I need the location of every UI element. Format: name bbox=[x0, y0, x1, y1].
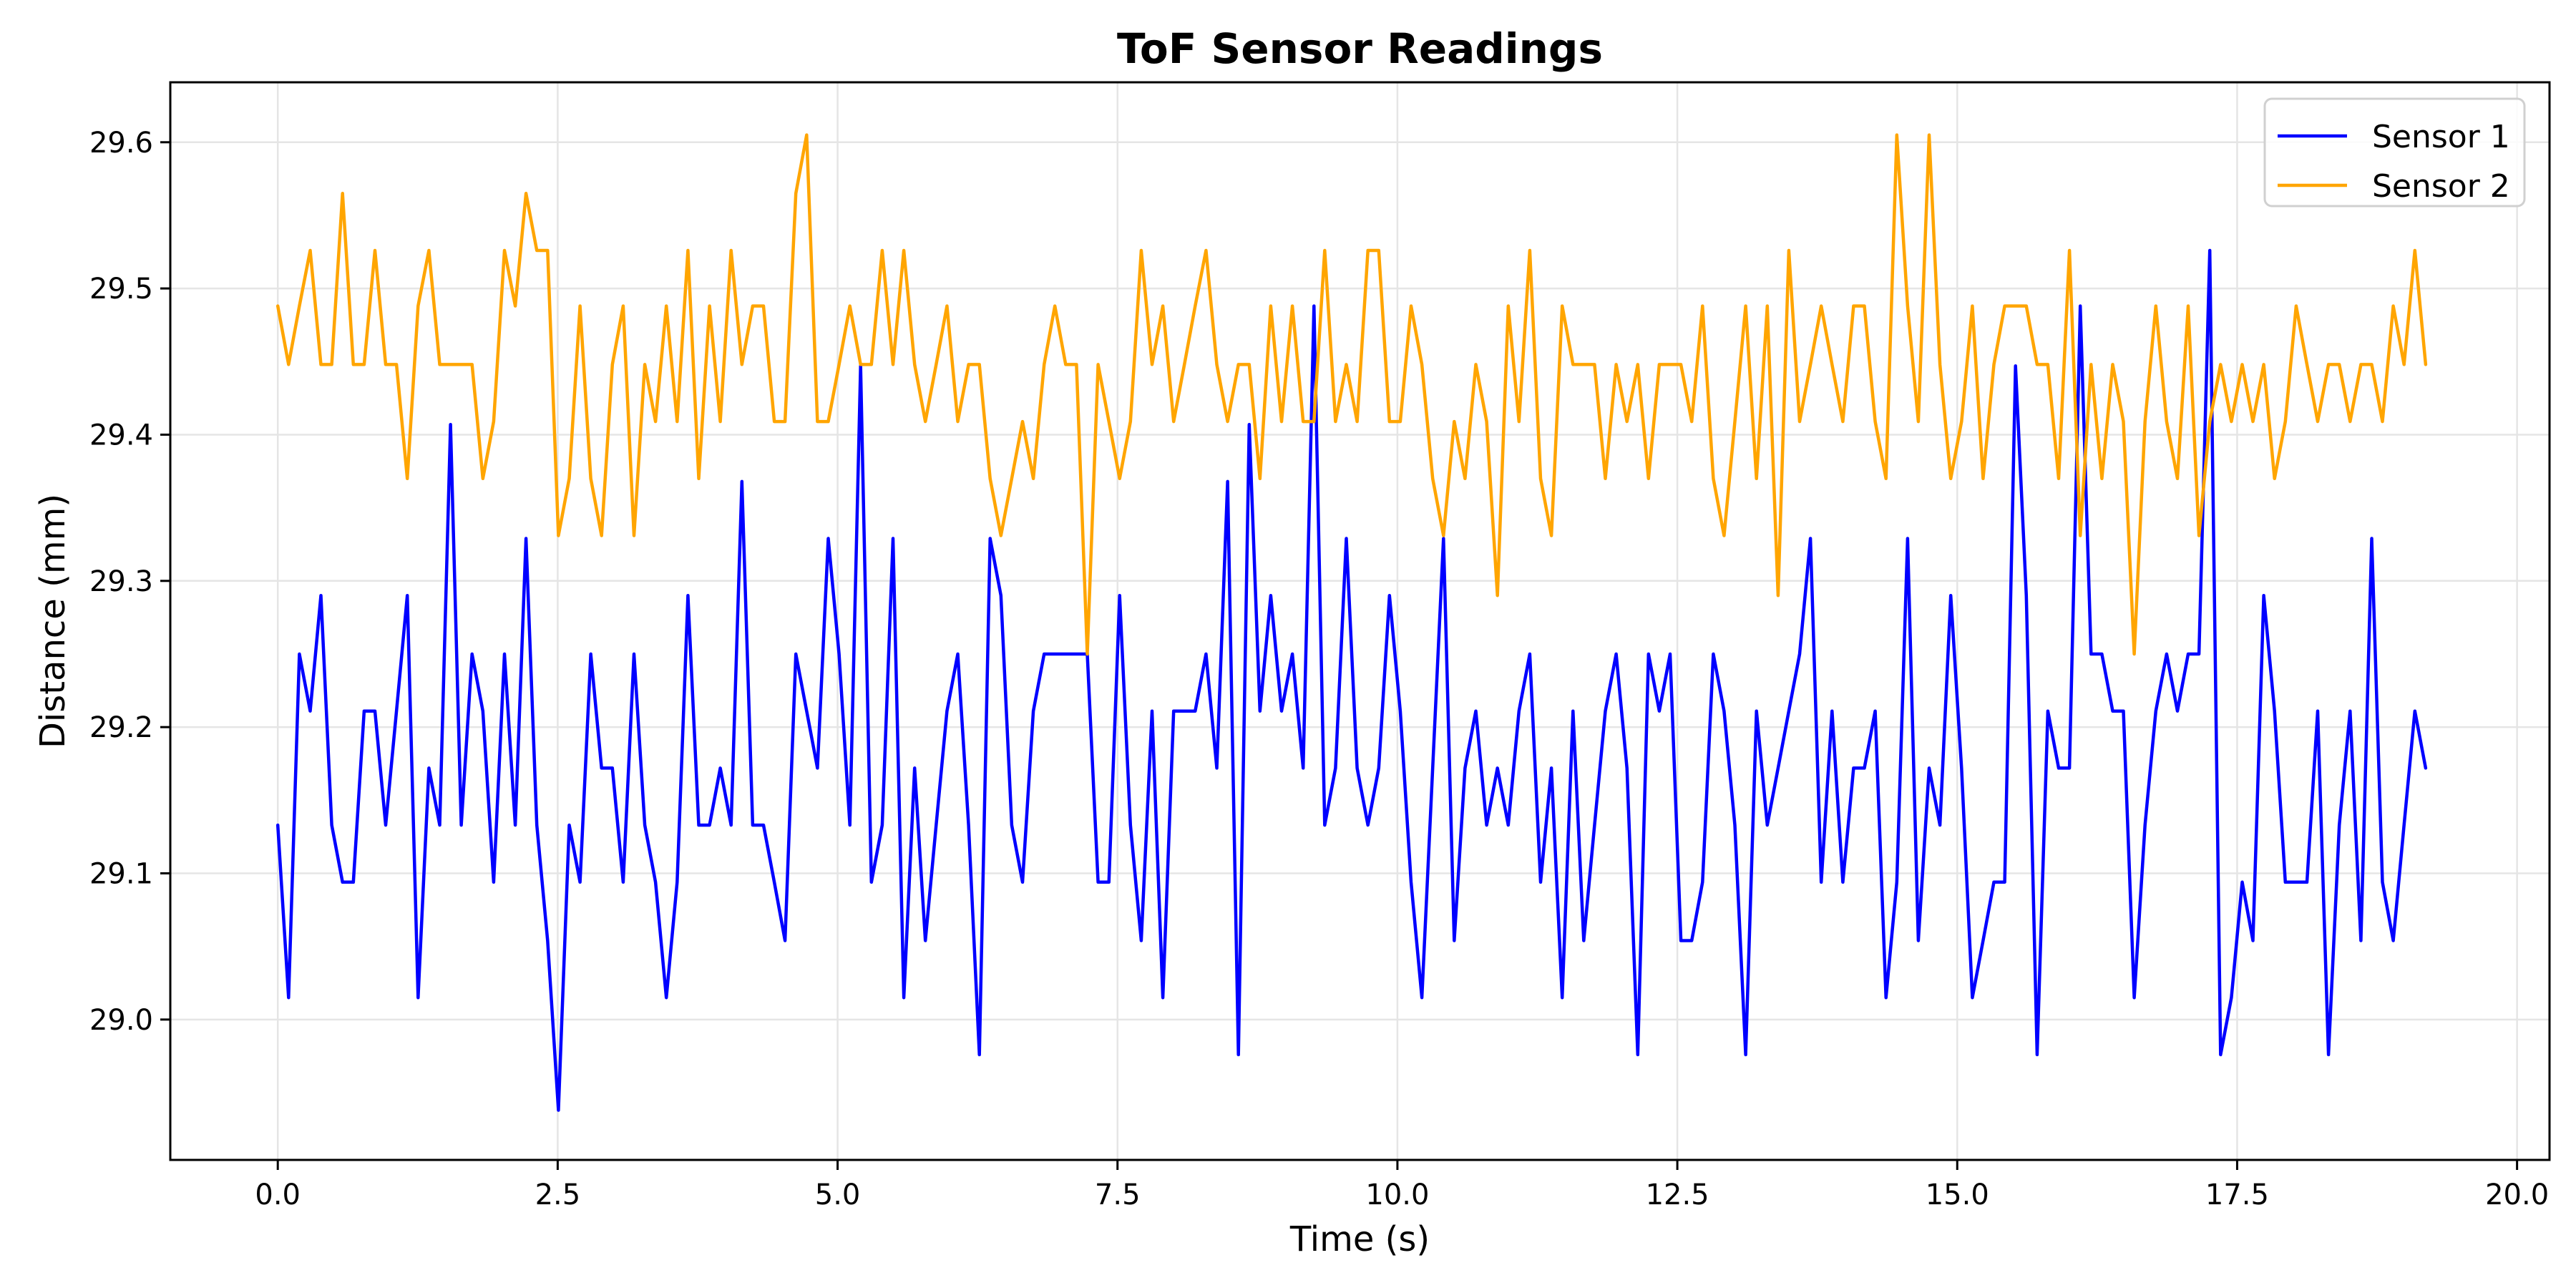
x-tick-label: 17.5 bbox=[2205, 1179, 2269, 1211]
x-tick-label: 0.0 bbox=[255, 1179, 301, 1211]
legend-label-2: Sensor 2 bbox=[2372, 168, 2510, 205]
chart-title: ToF Sensor Readings bbox=[1117, 24, 1603, 73]
x-tick-label: 7.5 bbox=[1095, 1179, 1141, 1211]
x-tick-label: 10.0 bbox=[1365, 1179, 1429, 1211]
series-line-1 bbox=[275, 248, 2428, 1112]
x-tick-label: 2.5 bbox=[535, 1179, 581, 1211]
y-tick-label: 29.5 bbox=[89, 273, 153, 306]
series-line-2 bbox=[275, 133, 2428, 656]
legend: Sensor 1 Sensor 2 bbox=[2263, 97, 2526, 208]
legend-label-1: Sensor 1 bbox=[2372, 119, 2510, 155]
y-tick-label: 29.3 bbox=[89, 565, 153, 598]
x-axis-ticks: 0.0 2.5 5.0 7.5 10.0 12.5 15.0 17.5 20.0 bbox=[255, 1160, 2549, 1211]
y-tick-label: 29.2 bbox=[89, 711, 153, 744]
x-tick-label: 5.0 bbox=[815, 1179, 861, 1211]
x-axis-label: Time (s) bbox=[1289, 1219, 1430, 1259]
legend-box bbox=[2263, 97, 2526, 208]
x-tick-label: 12.5 bbox=[1646, 1179, 1709, 1211]
y-tick-label: 29.4 bbox=[89, 419, 153, 452]
y-axis-ticks: 29.0 29.1 29.2 29.3 29.4 29.5 29.6 bbox=[89, 127, 170, 1037]
y-tick-label: 29.1 bbox=[89, 857, 153, 890]
y-tick-label: 29.0 bbox=[89, 1004, 153, 1037]
x-tick-label: 15.0 bbox=[1926, 1179, 1989, 1211]
plot-lines bbox=[275, 133, 2428, 1112]
x-tick-label: 20.0 bbox=[2485, 1179, 2549, 1211]
y-axis-label: Distance (mm) bbox=[33, 494, 73, 748]
y-tick-label: 29.6 bbox=[89, 127, 153, 160]
axes-frame bbox=[169, 81, 2551, 1161]
